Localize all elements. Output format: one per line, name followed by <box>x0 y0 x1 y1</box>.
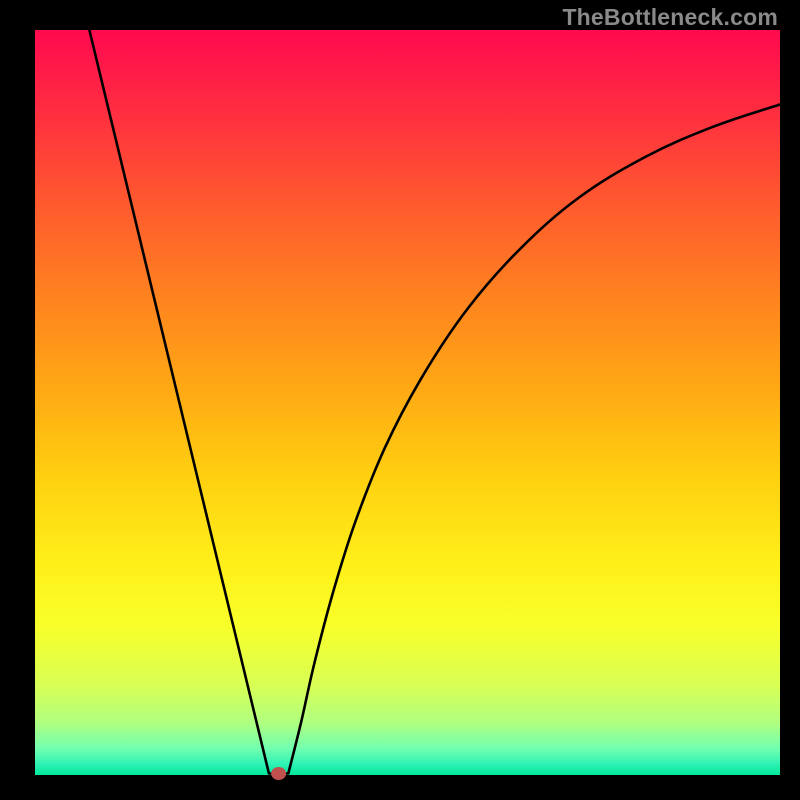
minimum-marker <box>272 768 286 780</box>
chart-container: { "watermark": { "text": "TheBottleneck.… <box>0 0 800 800</box>
chart-svg <box>0 0 800 800</box>
watermark-text: TheBottleneck.com <box>562 4 778 31</box>
